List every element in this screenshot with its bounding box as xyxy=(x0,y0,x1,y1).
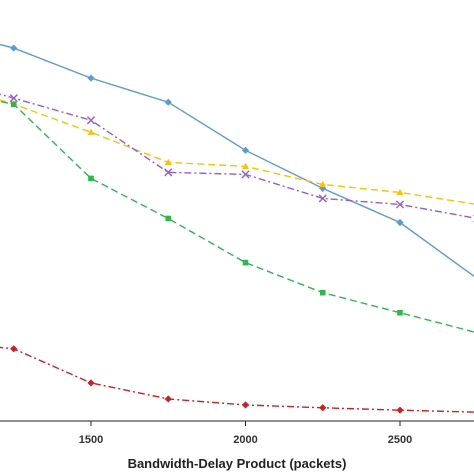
series-3-point-7 xyxy=(395,200,405,209)
series-2-point-5 xyxy=(242,162,249,169)
series-3-point-6 xyxy=(318,194,327,203)
x-tick-label-2: 2000 xyxy=(233,434,257,446)
series-3-point-2 xyxy=(9,94,18,103)
series-2 xyxy=(0,99,474,208)
series-3-point-3 xyxy=(86,116,96,125)
series-1-point-5 xyxy=(241,146,250,154)
x-tick-label-1: 1500 xyxy=(79,434,103,446)
series-2-point-4 xyxy=(164,158,172,165)
series-4-point-2 xyxy=(10,101,17,108)
series-3-point-5 xyxy=(241,170,250,179)
series-3 xyxy=(0,93,474,223)
x-tick-label-3: 2500 xyxy=(388,434,412,446)
series-5-line xyxy=(0,346,474,413)
series-3-line xyxy=(0,93,474,219)
series-1-point-3 xyxy=(87,74,95,82)
series-5-point-4 xyxy=(164,395,172,403)
series-1-point-4 xyxy=(164,98,172,106)
series-2-point-7 xyxy=(396,188,404,196)
series-1 xyxy=(0,43,474,279)
x-axis-title: Bandwidth-Delay Product (packets) xyxy=(128,456,347,471)
series-5-point-6 xyxy=(319,404,327,412)
series-2-line xyxy=(0,99,474,205)
series-4-point-7 xyxy=(397,309,403,316)
series-2-point-6 xyxy=(319,180,327,188)
series-4 xyxy=(0,100,474,333)
x-ticks: 1500 2000 2500 xyxy=(79,421,412,446)
series-1-point-2 xyxy=(10,44,18,52)
series-4-point-3 xyxy=(88,175,94,182)
series-5-point-5 xyxy=(241,401,250,409)
series-2-point-3 xyxy=(87,128,95,135)
series-3-point-4 xyxy=(164,168,173,177)
series-4-point-6 xyxy=(319,289,326,296)
series-5 xyxy=(0,345,474,414)
series-4-line xyxy=(0,100,474,333)
series-5-point-2 xyxy=(10,345,18,353)
series-4-point-4 xyxy=(165,215,172,222)
series-5-point-7 xyxy=(396,406,404,414)
series-1-point-7 xyxy=(396,218,404,227)
series-1-line xyxy=(0,43,474,278)
series-4-point-5 xyxy=(242,259,249,266)
series-layer xyxy=(0,43,474,414)
series-5-point-3 xyxy=(87,379,95,387)
